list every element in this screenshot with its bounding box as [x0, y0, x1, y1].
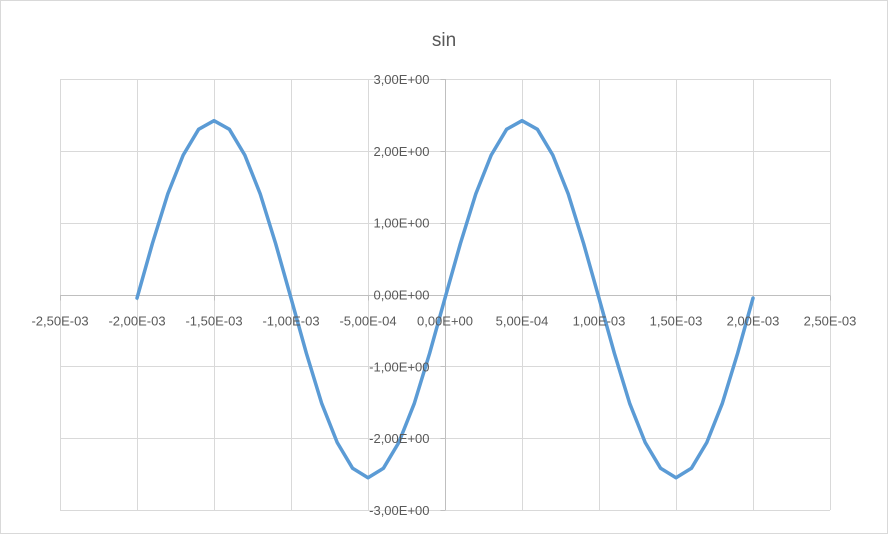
chart-title: sin — [432, 30, 456, 51]
y-tick-label: 1,00E+00 — [373, 216, 429, 231]
y-tick-label: -3,00E+00 — [369, 503, 429, 518]
y-tick-label: 0,00E+00 — [373, 288, 429, 303]
y-tick-label: 2,00E+00 — [373, 144, 429, 159]
series-group — [135, 118, 755, 480]
x-tick-label: 0,00E+00 — [417, 314, 473, 329]
x-tick-label: 2,00E-03 — [727, 314, 780, 329]
x-tick-label: -5,00E-04 — [339, 314, 396, 329]
x-tick-label: -2,50E-03 — [31, 314, 88, 329]
y-tick-label: -2,00E+00 — [369, 431, 429, 446]
x-tick-label: 1,50E-03 — [650, 314, 703, 329]
x-tick-labels: -2,50E-03 -2,00E-03 -1,50E-03 -1,00E-03 -5,0… — [31, 314, 856, 329]
x-tick-label: 1,00E-03 — [573, 314, 626, 329]
x-tick-label: -2,00E-03 — [108, 314, 165, 329]
x-tick-label: -1,50E-03 — [185, 314, 242, 329]
series-line — [135, 118, 755, 480]
x-tick-label: -1,00E-03 — [262, 314, 319, 329]
y-tick-label: 3,00E+00 — [373, 72, 429, 87]
y-tick-label: -1,00E+00 — [369, 359, 429, 374]
x-tick-label: 5,00E-04 — [496, 314, 549, 329]
x-tick-label: 2,50E-03 — [804, 314, 857, 329]
y-tick-labels: 3,00E+00 2,00E+00 1,00E+00 0,00E+00 -1,00E+0… — [369, 72, 429, 518]
